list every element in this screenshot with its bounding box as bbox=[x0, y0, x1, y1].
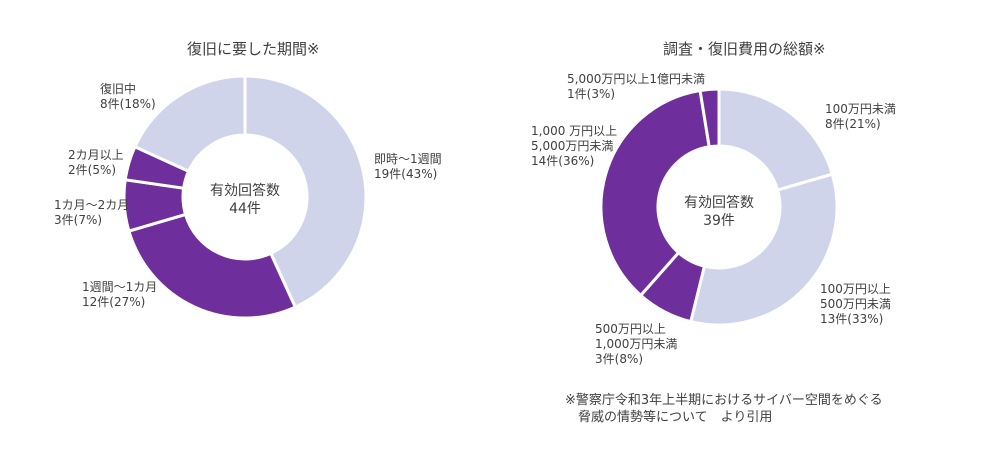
chart1-label-1: 1週間～1カ月 12件(27%) bbox=[82, 280, 158, 309]
chart2-slice-1 bbox=[688, 172, 839, 327]
chart2-slice-3 bbox=[599, 88, 711, 298]
chart2-center-label: 有効回答数 bbox=[684, 195, 754, 211]
chart2-slice-0 bbox=[717, 87, 835, 192]
chart1-center: 有効回答数 44件 bbox=[185, 182, 305, 218]
chart2-center: 有効回答数 39件 bbox=[659, 194, 779, 230]
chart2-label-0: 100万円未満 8件(21%) bbox=[825, 102, 896, 131]
chart1-slice-4 bbox=[132, 74, 247, 174]
chart1-label-4: 復旧中 8件(18%) bbox=[100, 82, 156, 111]
chart2-title: 調査・復旧費用の総額※ bbox=[663, 40, 826, 58]
chart1-title: 復旧に要した期間※ bbox=[187, 40, 320, 58]
chart2-label-4: 5,000万円以上1億円未満 1件(3%) bbox=[567, 72, 705, 101]
chart1-center-label: 有効回答数 bbox=[210, 183, 280, 199]
chart1-label-3: 2カ月以上 2件(5%) bbox=[68, 148, 124, 177]
chart1-label-0: 即時～1週間 19件(43%) bbox=[374, 152, 442, 181]
chart1-slice-0 bbox=[243, 74, 368, 310]
chart2-center-value: 39件 bbox=[703, 213, 735, 229]
chart1-center-value: 44件 bbox=[229, 201, 261, 217]
chart2-label-3: 1,000 万円以上 5,000万円未満 14件(36%) bbox=[531, 124, 618, 168]
chart1-label-2: 1カ月～2カ月 3件(7%) bbox=[54, 198, 130, 227]
chart2-label-1: 100万円以上 500万円未満 13件(33%) bbox=[820, 282, 891, 326]
chart2-label-2: 500万円以上 1,000万円未満 3件(8%) bbox=[595, 322, 678, 366]
chart2-slice-4 bbox=[698, 87, 721, 149]
chart1-slice-1 bbox=[127, 212, 298, 320]
footnote: ※警察庁令和3年上半期におけるサイバー空間をめぐる 脅威の情勢等について より引… bbox=[565, 393, 883, 425]
